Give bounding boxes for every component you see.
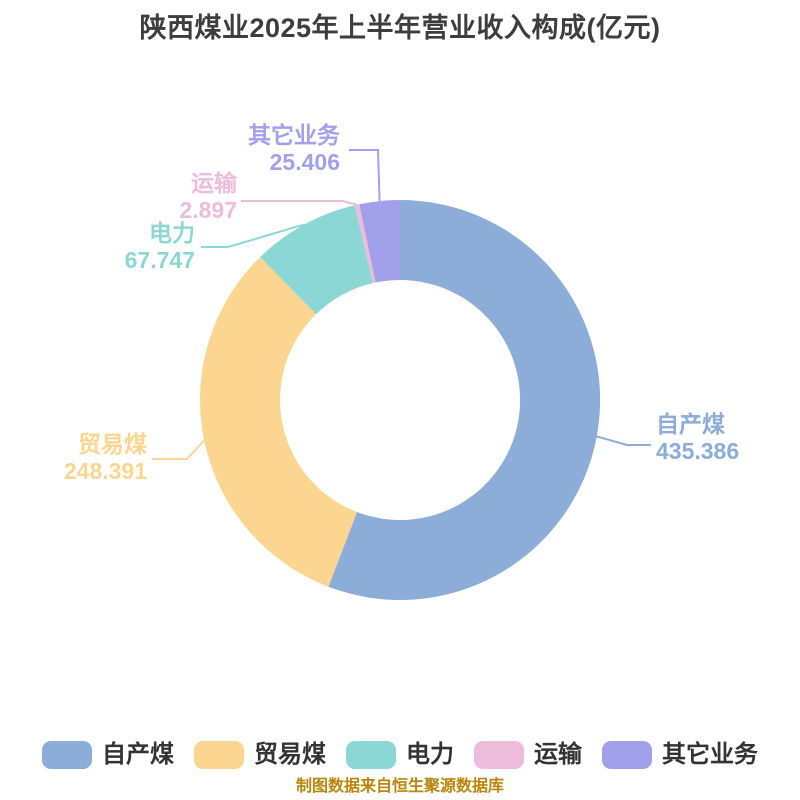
label-line-self-produced-coal (596, 435, 651, 446)
slice-label-name: 其它业务 (248, 122, 340, 148)
legend-label: 自产煤 (102, 741, 174, 768)
slice-label-transport: 运输 2.897 (179, 170, 237, 224)
chart-title: 陕西煤业2025年上半年营业收入构成(亿元) (139, 13, 661, 43)
donut-slice-self-produced-coal[interactable] (328, 199, 601, 600)
label-line-other-business (349, 149, 381, 202)
legend-swatch-icon (42, 741, 92, 769)
legend-swatch-icon (602, 741, 652, 769)
donut-slice-trade-coal[interactable] (200, 257, 357, 587)
slice-label-name: 自产煤 (656, 411, 725, 437)
slice-label-name: 运输 (191, 170, 237, 196)
slice-label-value: 435.386 (656, 438, 740, 464)
legend: 自产煤 贸易煤 电力 运输 其它业务 (0, 741, 800, 769)
legend-label: 电力 (406, 741, 454, 768)
legend-label: 其它业务 (662, 741, 758, 768)
slice-label-value: 2.897 (179, 197, 237, 223)
slice-label-trade-coal: 贸易煤 248.391 (64, 431, 147, 485)
label-line-trade-coal (152, 439, 205, 460)
legend-item-trade-coal[interactable]: 贸易煤 (194, 741, 326, 769)
legend-label: 运输 (534, 741, 582, 768)
label-line-electricity (201, 223, 305, 248)
legend-item-other-business[interactable]: 其它业务 (602, 741, 758, 769)
legend-item-electricity[interactable]: 电力 (346, 741, 454, 769)
slice-label-self-produced-coal: 自产煤 435.386 (656, 411, 739, 465)
slice-label-name: 电力 (149, 220, 195, 246)
slice-label-value: 248.391 (63, 458, 147, 484)
slice-label-electricity: 电力 67.747 (125, 220, 195, 274)
slice-label-value: 67.747 (124, 247, 195, 273)
donut-slice-other-business[interactable] (359, 200, 400, 283)
legend-item-self-produced-coal[interactable]: 自产煤 (42, 741, 174, 769)
legend-swatch-icon (474, 741, 524, 769)
slice-label-other-business: 其它业务 25.406 (248, 122, 340, 176)
legend-swatch-icon (346, 741, 396, 769)
slice-label-name: 贸易煤 (78, 431, 147, 457)
legend-label: 贸易煤 (254, 741, 326, 768)
donut-slice-transport[interactable] (354, 204, 376, 284)
slice-label-value: 25.406 (269, 149, 340, 175)
label-line-transport (241, 200, 358, 206)
legend-item-transport[interactable]: 运输 (474, 741, 582, 769)
data-source-note: 制图数据来自恒生聚源数据库 (295, 778, 504, 795)
legend-swatch-icon (194, 741, 244, 769)
donut-slice-electricity[interactable] (260, 205, 373, 315)
